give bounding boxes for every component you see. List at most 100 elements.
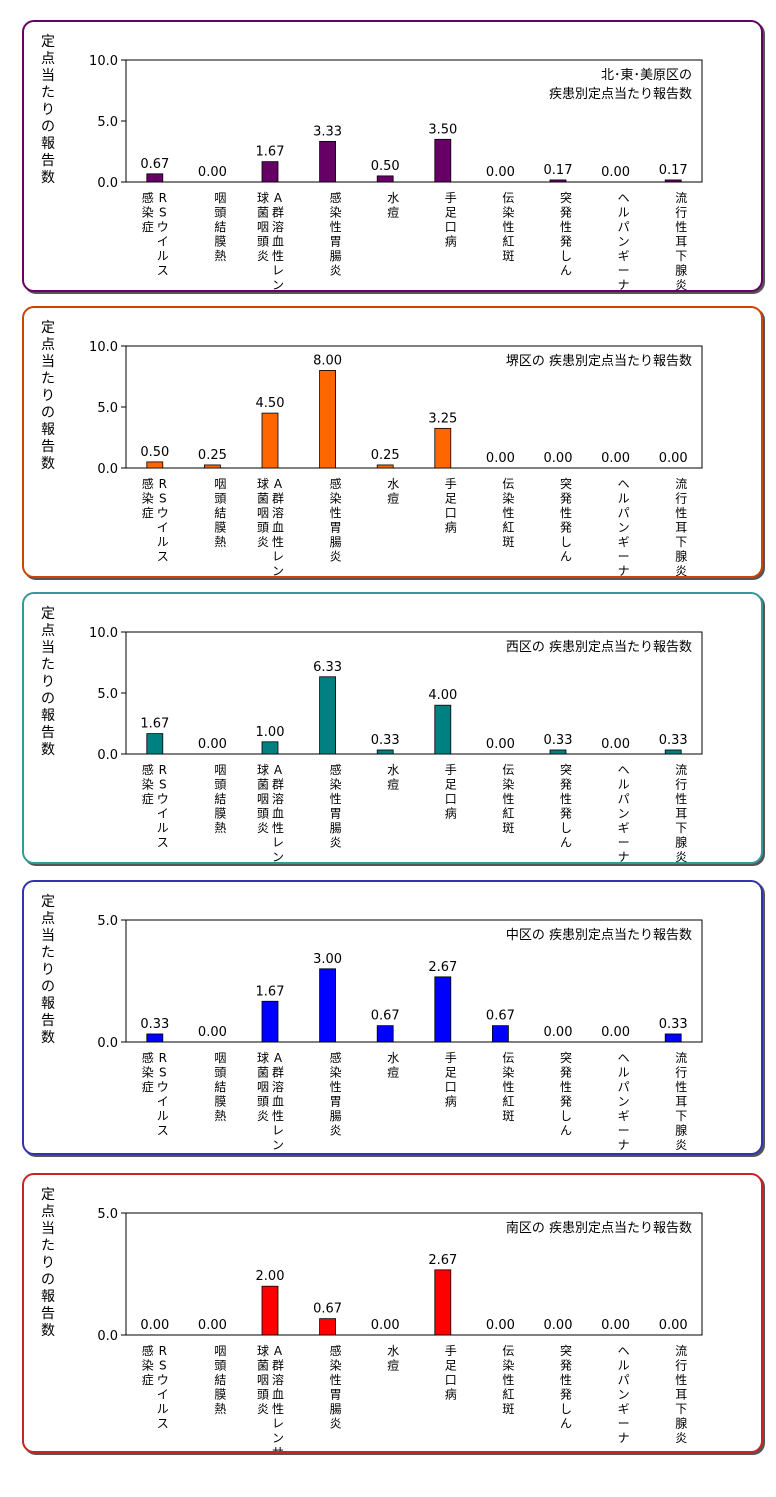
x-category-label-char: R: [159, 763, 167, 777]
x-category-label-char: 群: [272, 492, 284, 506]
bar: [491, 1025, 509, 1043]
x-category-label-char: 耳: [675, 235, 687, 249]
x-category-label-char: 腸: [330, 1402, 342, 1416]
x-category-label-char: 胃: [330, 1095, 342, 1109]
x-category-label-char: ン: [618, 1095, 630, 1109]
x-category-label-char: サ: [272, 1446, 284, 1452]
x-category-label-char: 斑: [502, 535, 514, 549]
x-category-label-char: 流: [675, 763, 687, 777]
x-category-label-char: 性: [502, 1373, 514, 1387]
bar: [146, 1033, 164, 1043]
x-category-label-char: 血: [272, 235, 284, 249]
bar-value-label: 0.17: [659, 163, 688, 178]
x-category-label-char: ん: [560, 836, 572, 850]
bar: [261, 1285, 279, 1336]
x-category-label-char: し: [560, 821, 572, 835]
x-category-label-char: レ: [272, 550, 284, 564]
x-category-label-char: ン: [618, 235, 630, 249]
y-axis-label: 定点当たりの報告数: [41, 1187, 55, 1339]
x-category-label-char: 手: [445, 763, 457, 777]
x-category-label-char: 手: [445, 191, 457, 205]
x-category-label-char: 炎: [330, 836, 342, 850]
x-category-label-char: ス: [157, 1124, 169, 1138]
bar-value-label: 0.67: [140, 157, 169, 172]
x-category-label-char: 感: [142, 476, 154, 491]
x-category-label-char: 下: [675, 821, 687, 835]
x-category-label-char: 菌: [257, 1066, 269, 1080]
x-category-label-char: 球: [257, 1344, 269, 1358]
x-category-label-char: 発: [560, 1359, 572, 1373]
x-category-label-char: S: [159, 778, 167, 792]
x-category-label-char: イ: [157, 235, 169, 249]
x-category-label-char: ン: [618, 521, 630, 535]
x-category-label-char: 染: [142, 1358, 154, 1373]
bar-value-label: 0.00: [544, 1025, 573, 1040]
x-category-label-char: 溶: [272, 505, 284, 520]
x-category-label-char: 発: [560, 492, 572, 506]
bar-value-label: 1.00: [256, 725, 285, 740]
bar-value-label: 0.25: [371, 448, 400, 463]
x-category-label-char: 咽: [257, 220, 269, 234]
chart-title: 中区の 疾患別定点当たり報告数: [506, 928, 692, 943]
bar-value-label: 0.00: [371, 1318, 400, 1333]
bar: [319, 370, 337, 469]
x-category-label-char: 行: [675, 1066, 687, 1080]
x-category-label-char: 発: [560, 235, 572, 249]
x-category-label-char: 性: [560, 1080, 572, 1094]
y-tick-label: 10.0: [89, 54, 118, 69]
chart-panel-minami: 定点当たりの報告数 0.0 5.0 南区の 疾患別定点当たり報告数 0.00 R S ウイルス…: [22, 1173, 763, 1453]
bar: [261, 1000, 279, 1043]
x-category-label-char: 症: [142, 791, 154, 806]
x-category-label-char: 症: [142, 1372, 154, 1387]
bar: [203, 464, 221, 469]
x-category-label-char: 血: [272, 807, 284, 821]
x-category-label-char: ヘ: [618, 477, 630, 491]
bar-value-label: 4.50: [256, 396, 285, 411]
x-category-label-char: ナ: [618, 850, 630, 862]
y-axis-label: 定点当たりの報告数: [41, 34, 55, 186]
x-category-label-char: 口: [445, 1080, 457, 1094]
x-category-label-char: 咽: [214, 1051, 226, 1065]
x-category-label-char: 炎: [675, 278, 687, 290]
x-category-label-char: 感: [142, 1050, 154, 1065]
x-category-label-char: 感: [142, 762, 154, 777]
x-category-label-char: 群: [272, 1066, 284, 1080]
y-tick-label: 10.0: [89, 340, 118, 355]
x-category-label-char: 性: [502, 220, 514, 234]
x-category-label-char: 斑: [502, 821, 514, 835]
x-category-label-char: 斑: [502, 1109, 514, 1123]
x-category-label-char: 結: [214, 1373, 226, 1387]
x-category-label-char: 行: [675, 206, 687, 220]
x-category-label-char: 口: [445, 506, 457, 520]
x-category-label-char: 頭: [257, 1388, 269, 1402]
x-category-label-char: 溶: [272, 219, 284, 234]
x-category-label-char: 病: [445, 234, 457, 249]
x-category-label-char: 腺: [675, 1417, 687, 1431]
x-category-label-char: 流: [675, 1344, 687, 1358]
x-category-label-char: 手: [445, 1051, 457, 1065]
y-axis-label: 定点当たりの報告数: [41, 894, 55, 1046]
x-category-label-char: ヘ: [618, 191, 630, 205]
x-category-label-char: 炎: [330, 264, 342, 278]
x-category-label-char: 性: [675, 1373, 687, 1387]
x-category-label-char: ル: [157, 249, 169, 263]
x-category-label-char: し: [560, 1402, 572, 1416]
x-category-label-char: 足: [445, 1066, 457, 1080]
bar: [319, 1318, 337, 1336]
x-category-label-char: イ: [157, 1095, 169, 1109]
x-category-label-char: 紅: [502, 1388, 514, 1402]
x-category-label-char: 膜: [214, 807, 226, 821]
y-tick-label: 5.0: [97, 1207, 118, 1222]
x-category-label-char: 性: [272, 535, 284, 549]
x-category-label-char: 伝: [502, 191, 514, 205]
x-category-label-char: 熱: [214, 249, 226, 263]
x-category-label-char: 性: [272, 821, 284, 835]
bar-value-label: 0.00: [198, 165, 227, 180]
x-category-label-char: 腸: [330, 535, 342, 549]
x-category-label-char: ギ: [618, 1402, 630, 1416]
bar-value-label: 0.67: [371, 1009, 400, 1024]
bar-value-label: 0.00: [601, 1318, 630, 1333]
x-category-label-char: 膜: [214, 1388, 226, 1402]
x-category-label-char: S: [159, 1066, 167, 1080]
